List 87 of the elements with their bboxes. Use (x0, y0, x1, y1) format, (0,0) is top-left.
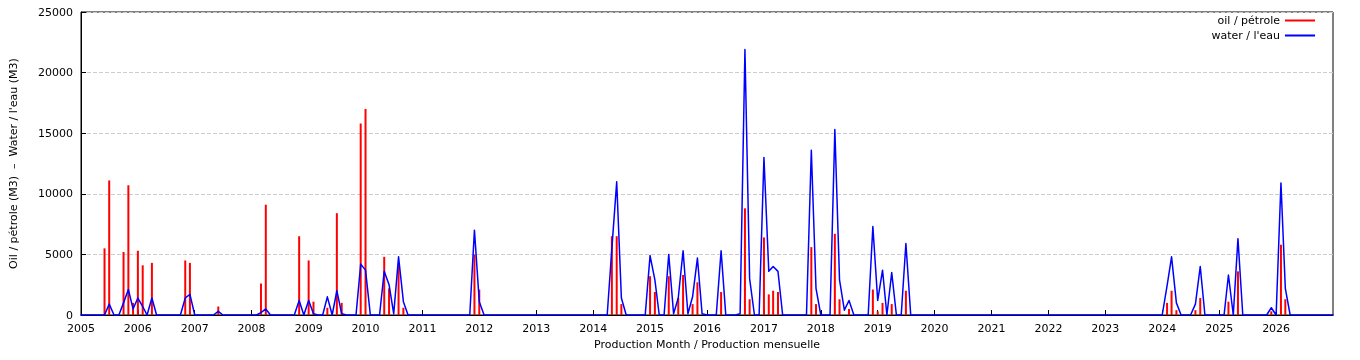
bar (743, 208, 746, 315)
bar (890, 304, 893, 315)
bar (814, 304, 817, 315)
legend-label: oil / pétrole (1217, 14, 1281, 27)
bar (122, 251, 125, 315)
x-tick-label: 2024 (1148, 322, 1177, 335)
x-tick-label: 2017 (749, 322, 778, 335)
x-tick-label: 2022 (1034, 322, 1063, 335)
x-tick-label: 2021 (977, 322, 1006, 335)
x-tick-label: 2018 (806, 322, 835, 335)
bar (848, 308, 851, 315)
x-tick-label: 2012 (465, 322, 494, 335)
x-tick-label: 2014 (579, 322, 608, 335)
x-tick-label: 2015 (636, 322, 665, 335)
bar (653, 291, 656, 315)
bar (103, 248, 106, 315)
bar (364, 108, 367, 315)
x-tick-label: 2005 (67, 322, 95, 335)
bar (264, 204, 267, 315)
bar (649, 276, 652, 315)
x-tick-label: 2009 (294, 322, 323, 335)
y-tick-label: 20000 (38, 66, 73, 80)
x-tick-label: 2011 (408, 322, 437, 335)
y-tick-label: 5000 (45, 247, 73, 261)
bar (150, 262, 153, 315)
bar (615, 236, 618, 315)
bar (141, 265, 144, 315)
bar (748, 299, 751, 315)
bar (881, 302, 884, 315)
x-tick-label: 2025 (1205, 322, 1234, 335)
bar (473, 254, 476, 315)
bar (359, 123, 362, 315)
y-tick-label: 15000 (38, 126, 73, 140)
bar (136, 250, 139, 315)
bar (1166, 302, 1169, 315)
bar (772, 290, 775, 315)
bar (767, 294, 770, 315)
bar (388, 288, 391, 315)
bar (326, 307, 329, 315)
bar (1175, 310, 1178, 315)
bar (720, 291, 723, 315)
bar (298, 236, 301, 315)
y-tick-label: 25000 (38, 5, 73, 19)
x-tick-label: 2023 (1091, 322, 1120, 335)
x-tick-label: 2010 (351, 322, 380, 335)
bar (682, 275, 685, 315)
bar (397, 265, 400, 315)
x-tick-label: 2007 (180, 322, 209, 335)
bar (871, 289, 874, 315)
x-tick-label: 2016 (692, 322, 721, 335)
bar (1279, 244, 1282, 315)
bar (691, 304, 694, 315)
x-tick-label: 2008 (237, 322, 266, 335)
bar (776, 291, 779, 315)
bar (696, 282, 699, 315)
bar (762, 237, 765, 315)
bar (1284, 299, 1287, 315)
x-tick-label: 2026 (1262, 322, 1291, 335)
bar (108, 180, 111, 315)
y-tick-label: 10000 (38, 187, 73, 201)
bar (335, 213, 338, 315)
bar (620, 304, 623, 315)
bar (188, 262, 191, 315)
bar (810, 247, 813, 315)
legend-label: water / l'eau (1211, 29, 1280, 42)
bar (184, 260, 187, 315)
y-tick-label: 0 (66, 308, 73, 322)
x-tick-label: 2020 (920, 322, 949, 335)
bar (127, 185, 130, 315)
bar (307, 260, 310, 315)
x-tick-label: 2019 (863, 322, 892, 335)
bar (1270, 311, 1273, 315)
x-axis-title: Production Month / Production mensuelle (593, 338, 821, 351)
y-axis-title: Oil / pétrole (M3) – Water / l'eau (M3) (7, 58, 20, 269)
bar (838, 299, 841, 315)
bar (1170, 290, 1173, 315)
bar (259, 283, 262, 315)
bar (1236, 271, 1239, 315)
bar (1194, 310, 1197, 315)
bar (833, 233, 836, 315)
bar (402, 307, 405, 315)
bar (667, 276, 670, 315)
x-tick-label: 2006 (123, 322, 152, 335)
bar (1199, 298, 1202, 315)
x-tick-label: 2013 (522, 322, 551, 335)
bar (1227, 301, 1230, 315)
bar (904, 290, 907, 315)
